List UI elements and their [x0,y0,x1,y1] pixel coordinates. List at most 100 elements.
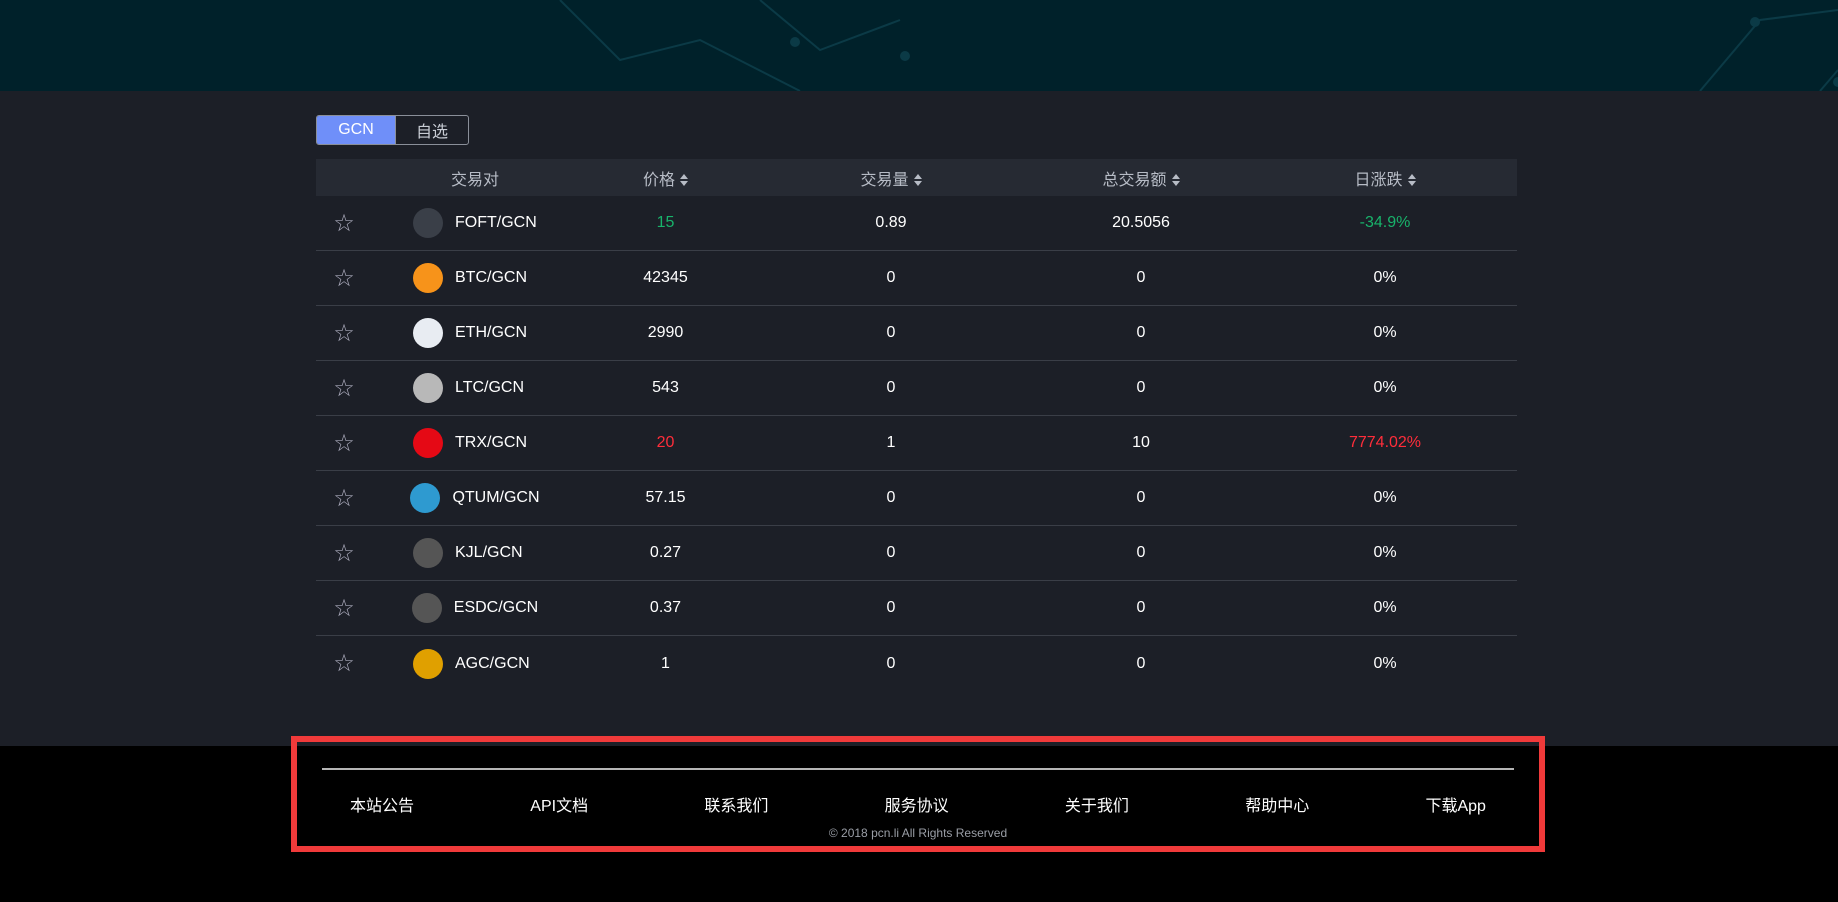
pair-name[interactable]: BTC/GCN [455,269,527,286]
price: 42345 [643,269,688,286]
star-icon[interactable]: ☆ [333,374,355,402]
total-amount: 0 [1136,324,1146,341]
table-row[interactable]: ☆ LTC/GCN 543 0 0 0% [316,361,1517,416]
pair-name[interactable]: QTUM/GCN [452,489,540,506]
sort-icon [680,174,688,186]
table-row[interactable]: ☆ TRX/GCN 20 1 10 7774.02% [316,416,1517,471]
total-amount: 10 [1132,434,1150,451]
total-amount: 0 [1136,544,1146,561]
footer-link-api-docs[interactable]: API文档 [530,798,589,815]
market-tabs: GCN 自选 [316,115,469,145]
tab-favorites[interactable]: 自选 [395,116,468,144]
sort-icon [1408,174,1416,186]
sort-icon [1172,174,1180,186]
price: 0.27 [649,544,682,561]
star-icon[interactable]: ☆ [333,319,355,347]
daily-change: 0% [1373,599,1397,616]
table-row[interactable]: ☆ ESDC/GCN 0.37 0 0 0% [316,581,1517,636]
star-icon[interactable]: ☆ [333,209,355,237]
qtum-coin-icon [410,483,441,513]
foft-coin-icon [413,208,443,238]
total-amount: 0 [1136,269,1146,286]
daily-change: 0% [1373,269,1397,286]
agc-coin-icon [413,648,443,679]
esdc-coin-icon [411,593,442,623]
daily-change: 0% [1373,324,1397,341]
table-row[interactable]: ☆ ETH/GCN 2990 0 0 0% [316,306,1517,361]
volume: 0 [886,379,896,396]
volume: 0 [886,599,896,616]
footer-link-download-app[interactable]: 下载App [1425,798,1486,815]
price: 15 [656,214,675,231]
price: 20 [656,434,675,451]
kjl-coin-icon [413,538,443,568]
sort-total[interactable]: 总交易额 [1029,166,1253,190]
total-amount: 0 [1136,654,1146,672]
volume: 0 [886,324,896,341]
sort-icon [914,174,922,186]
price: 543 [652,379,679,396]
table-header: 交易对 价格 交易量 总交易额 日涨跌 [316,159,1517,196]
total-amount: 0 [1136,599,1146,616]
daily-change: 7774.02% [1348,434,1422,451]
star-icon[interactable]: ☆ [333,484,355,512]
volume: 1 [886,434,896,451]
table-row[interactable]: ☆ QTUM/GCN 57.15 0 0 0% [316,471,1517,526]
volume: 0 [886,269,896,286]
daily-change: 0% [1373,654,1397,672]
footer-link-contact[interactable]: 联系我们 [704,798,769,815]
btc-coin-icon [413,263,443,293]
sort-change[interactable]: 日涨跌 [1253,166,1517,190]
star-icon[interactable]: ☆ [333,264,355,292]
circuit-background [559,0,1838,91]
volume: 0 [886,544,896,561]
pair-name[interactable]: TRX/GCN [455,434,527,451]
star-icon[interactable]: ☆ [333,650,355,677]
pair-name[interactable]: AGC/GCN [455,654,530,672]
total-amount: 0 [1136,489,1146,506]
ltc-coin-icon [413,373,443,403]
pair-name[interactable]: ETH/GCN [455,324,527,341]
daily-change: 0% [1373,379,1397,396]
table-row[interactable]: ☆ KJL/GCN 0.27 0 0 0% [316,526,1517,581]
star-icon[interactable]: ☆ [333,429,355,457]
header-pair: 交易对 [450,171,499,189]
price: 1 [661,654,670,672]
pair-name[interactable]: LTC/GCN [455,379,525,396]
table-row[interactable]: ☆ BTC/GCN 42345 0 0 0% [316,251,1517,306]
footer-divider [322,768,1514,770]
market-section: GCN 自选 交易对 价格 交易量 总交易额 日涨跌 ☆ FOFT/GCN 15… [0,91,1838,746]
eth-coin-icon [413,318,443,348]
pair-name[interactable]: FOFT/GCN [455,214,537,231]
sort-price[interactable]: 价格 [578,166,753,190]
daily-change: 0% [1373,489,1397,506]
total-amount: 0 [1136,379,1146,396]
star-icon[interactable]: ☆ [333,594,355,622]
star-icon[interactable]: ☆ [333,539,355,567]
sort-volume[interactable]: 交易量 [753,166,1029,190]
footer: 本站公告 API文档 联系我们 服务协议 关于我们 帮助中心 下载App © 2… [291,736,1545,852]
trx-coin-icon [413,428,443,458]
footer-link-about[interactable]: 关于我们 [1064,798,1129,815]
table-row[interactable]: ☆ FOFT/GCN 15 0.89 20.5056 -34.9% [316,196,1517,251]
footer-links: 本站公告 API文档 联系我们 服务协议 关于我们 帮助中心 下载App [322,792,1514,816]
price: 0.37 [649,599,682,616]
market-table: 交易对 价格 交易量 总交易额 日涨跌 ☆ FOFT/GCN 15 0.89 2… [316,159,1517,691]
volume: 0.89 [875,214,907,231]
footer-link-announcements[interactable]: 本站公告 [350,798,415,815]
tab-gcn[interactable]: GCN [317,116,395,144]
table-row[interactable]: ☆ AGC/GCN 1 0 0 0% [316,636,1517,691]
volume: 0 [886,489,896,506]
volume: 0 [886,654,896,672]
price: 2990 [647,324,684,341]
pair-name[interactable]: ESDC/GCN [453,599,539,616]
footer-link-terms[interactable]: 服务协议 [884,798,949,815]
copyright: © 2018 pcn.li All Rights Reserved [828,826,1008,840]
daily-change: -34.9% [1359,214,1411,231]
daily-change: 0% [1373,544,1397,561]
price: 57.15 [645,489,686,506]
pair-name[interactable]: KJL/GCN [455,544,523,561]
header-banner [0,0,1838,91]
footer-link-help[interactable]: 帮助中心 [1245,798,1310,815]
total-amount: 20.5056 [1112,214,1170,231]
